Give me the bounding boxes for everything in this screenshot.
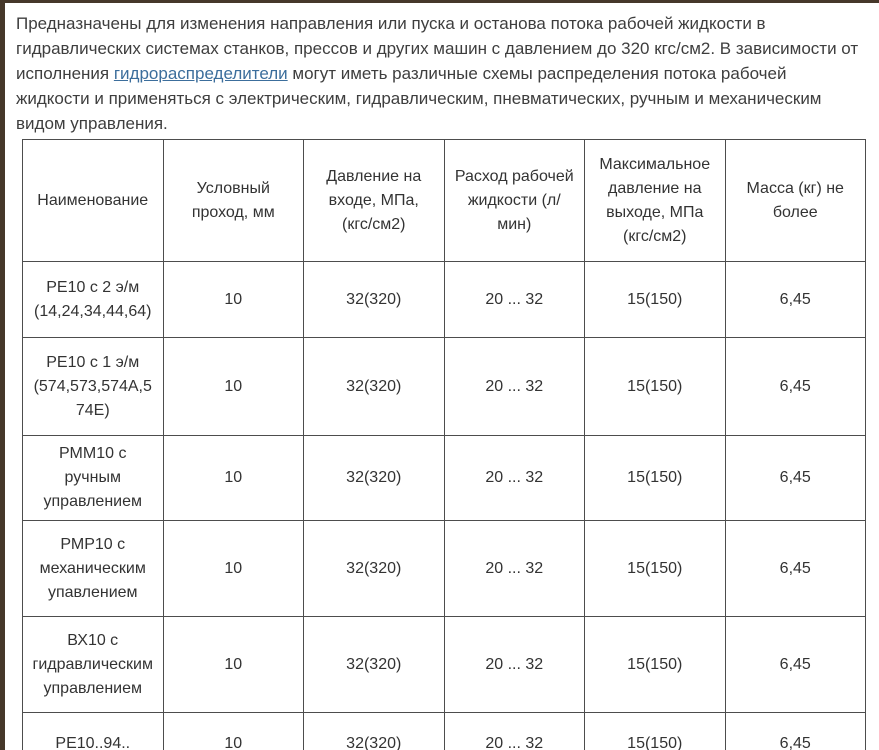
- specs-table-header: Наименование Условный проход, мм Давлени…: [22, 139, 866, 262]
- cell-mass: 6,45: [724, 337, 866, 436]
- header-cell-max-outlet-pressure: Максимальное давление на выходе, МПа (кг…: [584, 139, 726, 262]
- table-row: РЕ10 с 1 э/м (574,573,574А,574Е) 10 32(3…: [22, 337, 866, 436]
- cell-nominal-bore: 10: [162, 261, 304, 338]
- cell-max-outlet-pressure: 15(150): [584, 712, 726, 750]
- intro-text-before-link: Предназначены для изменения направления …: [16, 14, 859, 83]
- cell-mass: 6,45: [724, 712, 866, 750]
- cell-max-outlet-pressure: 15(150): [584, 261, 726, 338]
- table-row: РЕ10 с 2 э/м (14,24,34,44,64) 10 32(320)…: [22, 261, 866, 338]
- intro-text-after-link: могут иметь различные схемы распределени…: [16, 64, 822, 133]
- header-cell-mass: Масса (кг) не более: [724, 139, 866, 262]
- cell-name: РМР10 с механическим упавлением: [22, 520, 164, 617]
- cell-mass: 6,45: [724, 435, 866, 521]
- cell-nominal-bore: 10: [162, 520, 304, 617]
- cell-max-outlet-pressure: 15(150): [584, 520, 726, 617]
- cell-flow-rate: 20 ... 32: [443, 712, 585, 750]
- cell-nominal-bore: 10: [162, 616, 304, 713]
- table-row: РЕ10..94.. 10 32(320) 20 ... 32 15(150) …: [22, 712, 866, 750]
- cell-flow-rate: 20 ... 32: [443, 616, 585, 713]
- cell-inlet-pressure: 32(320): [303, 616, 445, 713]
- cell-flow-rate: 20 ... 32: [443, 337, 585, 436]
- cell-max-outlet-pressure: 15(150): [584, 435, 726, 521]
- cell-inlet-pressure: 32(320): [303, 261, 445, 338]
- cell-nominal-bore: 10: [162, 712, 304, 750]
- cell-nominal-bore: 10: [162, 337, 304, 436]
- cell-mass: 6,45: [724, 616, 866, 713]
- table-row: РММ10 с ручным управлением 10 32(320) 20…: [22, 435, 866, 521]
- table-row: ВХ10 с гидравлическим управлением 10 32(…: [22, 616, 866, 713]
- cell-name: ВХ10 с гидравлическим управлением: [22, 616, 164, 713]
- cell-inlet-pressure: 32(320): [303, 712, 445, 750]
- cell-max-outlet-pressure: 15(150): [584, 616, 726, 713]
- cell-max-outlet-pressure: 15(150): [584, 337, 726, 436]
- cell-name: РЕ10 с 2 э/м (14,24,34,44,64): [22, 261, 164, 338]
- hydro-distributors-link[interactable]: гидрораспределители: [113, 64, 288, 83]
- cell-name: РЕ10..94..: [22, 712, 164, 750]
- specs-table-body: РЕ10 с 2 э/м (14,24,34,44,64) 10 32(320)…: [22, 261, 866, 750]
- cell-name: РЕ10 с 1 э/м (574,573,574А,574Е): [22, 337, 164, 436]
- header-cell-flow-rate: Расход рабочей жидкости (л/ мин): [443, 139, 585, 262]
- intro-paragraph: Предназначены для изменения направления …: [16, 11, 864, 136]
- cell-nominal-bore: 10: [162, 435, 304, 521]
- cell-inlet-pressure: 32(320): [303, 520, 445, 617]
- cell-flow-rate: 20 ... 32: [443, 520, 585, 617]
- cell-mass: 6,45: [724, 520, 866, 617]
- header-cell-name: Наименование: [22, 139, 164, 262]
- specs-table: Наименование Условный проход, мм Давлени…: [22, 139, 866, 750]
- header-row: Наименование Условный проход, мм Давлени…: [22, 139, 866, 262]
- cell-flow-rate: 20 ... 32: [443, 261, 585, 338]
- table-row: РМР10 с механическим упавлением 10 32(32…: [22, 520, 866, 617]
- cell-inlet-pressure: 32(320): [303, 337, 445, 436]
- cell-mass: 6,45: [724, 261, 866, 338]
- header-cell-inlet-pressure: Давление на входе, МПа, (кгс/см2): [303, 139, 445, 262]
- cell-name: РММ10 с ручным управлением: [22, 435, 164, 521]
- cell-inlet-pressure: 32(320): [303, 435, 445, 521]
- header-cell-nominal-bore: Условный проход, мм: [162, 139, 304, 262]
- cell-flow-rate: 20 ... 32: [443, 435, 585, 521]
